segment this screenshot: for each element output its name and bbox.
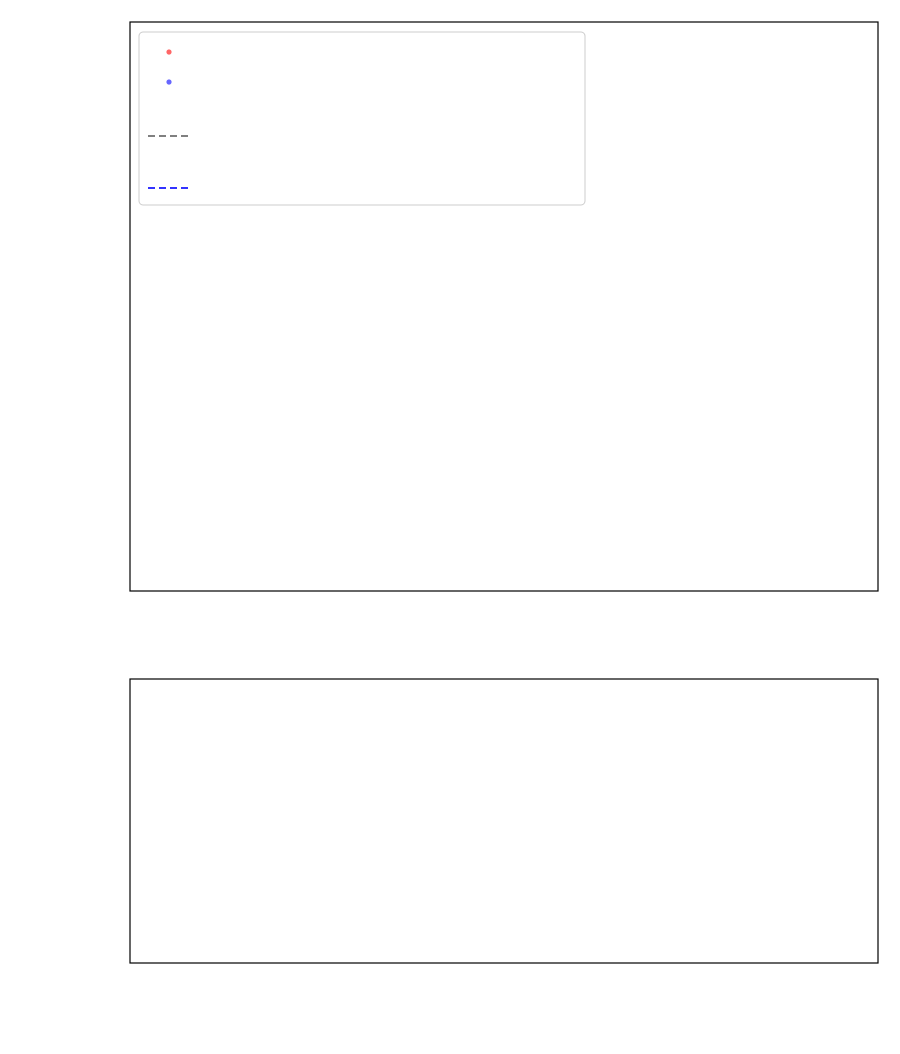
top-axes-frame bbox=[129, 21, 879, 592]
top-legend bbox=[138, 31, 586, 206]
bottom-plot bbox=[129, 678, 879, 964]
top-plot bbox=[129, 21, 879, 592]
bottom-axes-frame bbox=[129, 678, 879, 964]
legend-corrected-marker-icon bbox=[166, 79, 172, 85]
legend-box bbox=[138, 31, 586, 206]
legend-raw-marker-icon bbox=[166, 49, 172, 55]
